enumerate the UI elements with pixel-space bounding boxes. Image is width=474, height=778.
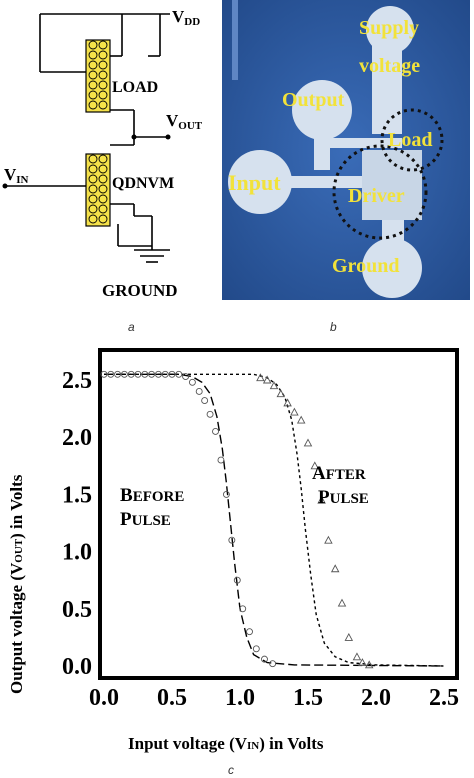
qdnvm-label: QDNVM <box>112 175 174 192</box>
after-pulse-data-point <box>296 415 306 424</box>
vin-label: VIN <box>4 165 29 186</box>
circuit-diagram: VDD LOAD VOUT VIN QDNVM GROUND <box>2 7 203 300</box>
circuit-wires <box>5 13 170 263</box>
before-pulse-data-point <box>141 370 149 378</box>
supply-label-2: voltage <box>359 55 420 77</box>
before-pulse-data-point <box>206 410 214 418</box>
before-pulse-data-point <box>252 645 260 653</box>
x-tick-label: 0.5 <box>157 685 187 711</box>
y-tick-label: 2.5 <box>62 368 92 394</box>
before-pulse-data-point <box>168 370 176 378</box>
before-pulse-data-point <box>182 373 190 381</box>
load-label: LOAD <box>112 79 158 96</box>
before-pulse-label-1: BEFORE <box>120 485 184 506</box>
before-pulse-data-point <box>114 370 122 378</box>
before-pulse-data-point <box>233 576 241 584</box>
x-axis-title: Input voltage (VIN) in Volts <box>128 734 324 753</box>
after-pulse-data-point <box>337 598 347 607</box>
after-pulse-data-point <box>344 632 354 641</box>
before-pulse-data-point <box>188 378 196 386</box>
after-pulse-data-point <box>269 381 279 390</box>
y-tick-label: 1.0 <box>62 540 92 566</box>
before-pulse-data-point <box>217 456 225 464</box>
before-pulse-label-2: PULSE <box>120 509 171 530</box>
load-photo-label: Load <box>388 129 432 151</box>
y-axis-title: Output voltage (VOUT) in Volts <box>7 474 26 694</box>
after-pulse-data-point <box>324 535 333 544</box>
after-pulse-data-point <box>290 407 299 416</box>
after-pulse-data-point <box>256 373 265 382</box>
photo-background <box>222 0 470 300</box>
after-pulse-data-point <box>364 660 374 669</box>
after-pulse-data-point <box>352 652 362 661</box>
output-label: Output <box>282 89 345 111</box>
before-pulse-data-point <box>127 370 135 378</box>
before-pulse-data-point <box>175 370 183 378</box>
vout-node <box>131 134 137 140</box>
plot-frame <box>98 348 459 680</box>
supply-label-1: Supply <box>359 17 419 39</box>
before-pulse-data-point <box>228 536 236 544</box>
input-label: Input <box>228 170 281 195</box>
x-tick-label: 1.5 <box>293 685 323 711</box>
vdd-label: VDD <box>172 7 200 28</box>
after-pulse-fit-line <box>104 373 445 667</box>
transfer-curve-chart: 0.0 0.5 1.0 1.5 2.0 2.5 0.0 0.5 1.0 1.5 2.0 2.5 BE… <box>7 348 459 753</box>
before-pulse-data-point <box>222 490 230 498</box>
panel-c-label: c <box>228 763 234 777</box>
before-pulse-data-point <box>120 370 128 378</box>
x-tick-label: 2.0 <box>361 685 391 711</box>
before-pulse-data-point <box>148 370 156 378</box>
before-pulse-data-point <box>154 370 162 378</box>
y-tick-label: 0.5 <box>62 597 92 623</box>
after-pulse-data-point <box>310 461 320 470</box>
before-pulse-data-point <box>161 370 169 378</box>
after-pulse-data-point <box>330 564 340 573</box>
after-pulse-data-point <box>358 658 367 667</box>
ground-label: GROUND <box>102 281 178 300</box>
before-pulse-data-point <box>134 370 142 378</box>
metal-pads <box>228 0 422 298</box>
before-pulse-data-point <box>195 387 203 395</box>
device-photo: Supply voltage Output Load Input Driver … <box>222 0 470 300</box>
before-pulse-data-point <box>201 397 209 405</box>
load-device <box>85 39 111 113</box>
before-pulse-data-point <box>107 370 115 378</box>
vout-terminal <box>165 134 171 140</box>
before-pulse-data-point <box>246 628 253 636</box>
panel-a-label: a <box>128 320 135 334</box>
after-pulse-data-point <box>303 438 313 447</box>
before-pulse-data-point <box>100 370 108 378</box>
after-pulse-data-point <box>317 495 326 504</box>
after-pulse-data-point <box>262 375 272 384</box>
vin-terminal <box>2 183 8 189</box>
vout-label: VOUT <box>166 111 203 132</box>
ground-photo-label: Ground <box>332 255 399 277</box>
driver-label: Driver <box>348 185 405 207</box>
y-tick-label: 2.0 <box>62 425 92 451</box>
panel-b-label: b <box>330 320 337 334</box>
qdnvm-device <box>85 153 111 227</box>
before-pulse-data-point <box>239 605 247 613</box>
after-pulse-data-point <box>276 389 286 398</box>
before-pulse-data-point <box>261 655 268 663</box>
after-pulse-data-point <box>283 398 292 407</box>
y-tick-label: 1.5 <box>62 482 92 508</box>
after-pulse-label-2: PULSE <box>318 487 369 508</box>
x-tick-label: 2.5 <box>429 685 459 711</box>
load-circle <box>380 108 444 172</box>
y-tick-label: 0.0 <box>62 654 92 680</box>
driver-circle <box>332 144 428 240</box>
x-tick-label: 1.0 <box>225 685 255 711</box>
x-tick-label: 0.0 <box>89 685 119 711</box>
before-pulse-data-point <box>212 428 219 435</box>
after-pulse-label-1: AFTER <box>312 463 366 484</box>
before-pulse-data-point <box>269 660 277 668</box>
